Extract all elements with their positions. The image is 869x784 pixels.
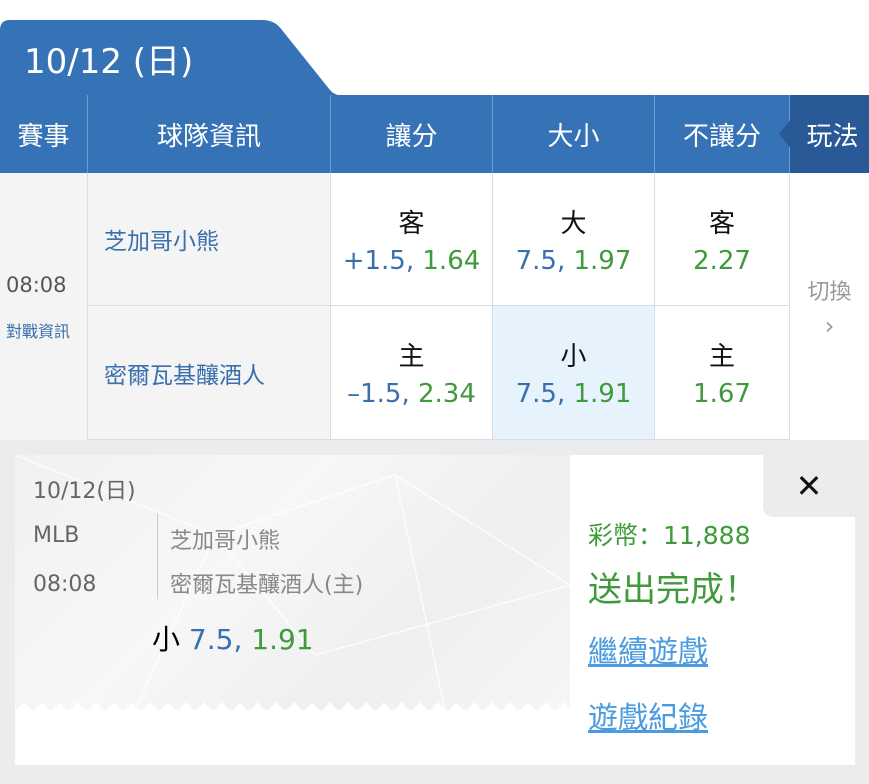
odds-label: 主 xyxy=(398,342,425,372)
table-header: 賽事 球隊資訊 讓分 大小 不讓分 玩法 xyxy=(0,95,869,173)
ticket-pick: 小 7.5, 1.91 xyxy=(152,618,314,658)
pick-line: 7.5, xyxy=(188,623,243,656)
game-history-link[interactable]: 遊戲紀錄 xyxy=(588,701,708,736)
odds-label: 客 xyxy=(708,208,735,239)
close-icon: ✕ xyxy=(795,467,823,505)
odds-home-moneyline[interactable]: 主 1.67 xyxy=(655,306,790,440)
header-team: 球隊資訊 xyxy=(88,95,331,173)
odds-value: 1.64 xyxy=(422,245,481,276)
ticket-league: MLB xyxy=(33,523,80,548)
match-info-link[interactable]: 對戰資訊 xyxy=(6,322,71,341)
odds-value: 1.91 xyxy=(573,379,632,409)
odds-value: 2.27 xyxy=(693,245,751,276)
header-play-button[interactable]: 玩法 xyxy=(790,95,869,173)
team-away: 芝加哥小熊 xyxy=(88,173,331,306)
ticket-date: 10/12(日) xyxy=(33,479,136,504)
odds-away-moneyline[interactable]: 客 2.27 xyxy=(655,173,790,306)
odds-away-spread[interactable]: 客 +1.5, 1.64 xyxy=(331,173,493,306)
coin-balance: 彩幣：11,888 xyxy=(588,521,751,550)
odds-value: 1.67 xyxy=(693,379,751,409)
odds-home-spread[interactable]: 主 –1.5, 2.34 xyxy=(331,306,493,440)
date-tab xyxy=(0,20,345,96)
match-time: 08:08 xyxy=(6,273,67,297)
ticket-home: 密爾瓦基釀酒人(主) xyxy=(170,573,364,598)
pick-label: 小 xyxy=(152,623,181,656)
ticket-time: 08:08 xyxy=(33,572,97,597)
pick-odds: 1.91 xyxy=(251,623,314,656)
bet-ticket: 10/12(日) MLB 08:08 芝加哥小熊 密爾瓦基釀酒人(主) 小 7.… xyxy=(15,455,570,710)
switch-button[interactable]: 切換 › xyxy=(790,173,869,440)
header-moneyline: 不讓分 xyxy=(655,95,790,173)
team-home: 密爾瓦基釀酒人 xyxy=(88,306,331,440)
odds-value: 1.97 xyxy=(573,245,632,276)
odds-label: 主 xyxy=(708,342,735,372)
continue-game-link[interactable]: 繼續遊戲 xyxy=(588,635,708,670)
close-button[interactable]: ✕ xyxy=(763,455,855,517)
play-tab-arrow-icon xyxy=(779,119,791,149)
odds-line: 7.5, xyxy=(515,245,566,276)
chevron-right-icon: › xyxy=(824,311,835,340)
header-event: 賽事 xyxy=(0,95,88,173)
header-spread: 讓分 xyxy=(331,95,493,173)
switch-label: 切換 xyxy=(807,279,852,305)
ticket-pattern xyxy=(15,455,570,710)
odds-value: 2.34 xyxy=(418,379,476,409)
date-label: 10/12 (日) xyxy=(24,42,194,82)
header-total: 大小 xyxy=(493,95,655,173)
odds-line: +1.5, xyxy=(342,245,415,276)
ticket-away: 芝加哥小熊 xyxy=(170,529,281,554)
ticket-zigzag-edge xyxy=(15,702,570,712)
odds-away-total[interactable]: 大 7.5, 1.97 xyxy=(493,173,655,306)
odds-label: 客 xyxy=(398,208,425,239)
odds-line: 7.5, xyxy=(515,379,566,409)
odds-label: 小 xyxy=(560,342,587,372)
odds-home-total-selected[interactable]: 小 7.5, 1.91 xyxy=(493,306,655,440)
odds-line: –1.5, xyxy=(347,379,410,409)
odds-label: 大 xyxy=(560,208,587,239)
divider xyxy=(157,513,158,599)
submit-status: 送出完成！ xyxy=(588,570,758,610)
event-cell: 08:08 對戰資訊 xyxy=(0,173,88,440)
